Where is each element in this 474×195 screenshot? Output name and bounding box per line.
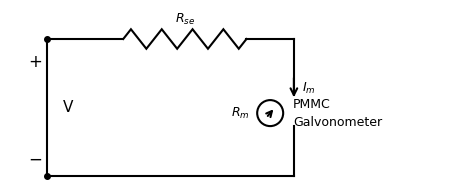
Text: V: V [63,100,73,115]
Text: +: + [28,53,42,71]
Text: PMMC
Galvonometer: PMMC Galvonometer [293,98,383,129]
Text: $R_{se}$: $R_{se}$ [175,12,195,27]
Text: −: − [28,151,42,169]
Text: $R_m$: $R_m$ [230,105,249,121]
Text: $I_m$: $I_m$ [302,81,316,96]
